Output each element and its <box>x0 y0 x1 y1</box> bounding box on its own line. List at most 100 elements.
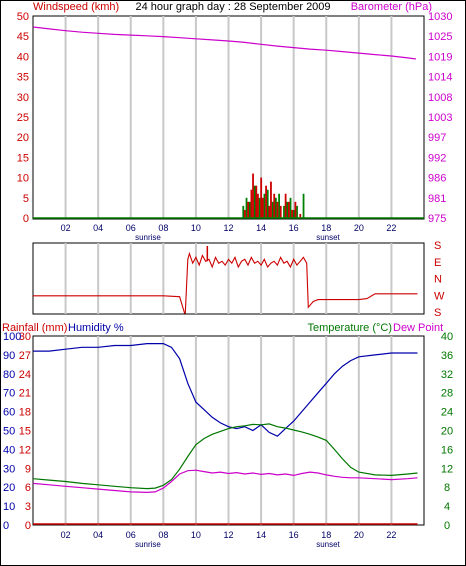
temp-x-tick: 12 <box>223 530 233 540</box>
windspeed-bar <box>250 189 253 218</box>
barometer-tick: 986 <box>428 173 446 185</box>
gust-bar <box>274 197 277 218</box>
barometer-tick-labels: 975 981 986 992 997 1003 1008 1014 1019 1025 1030 <box>428 11 452 225</box>
temperature-tick: 0 <box>444 520 450 532</box>
humidity-tick: 40 <box>3 444 15 456</box>
barometer-line <box>32 26 416 60</box>
windspeed-tick: 5 <box>23 193 29 205</box>
humidity-tick: 20 <box>3 482 15 494</box>
temperature-tick: 40 <box>441 331 453 343</box>
series-temperature <box>32 423 418 490</box>
sunset-annotation: sunset <box>316 233 340 242</box>
windspeed-bar <box>294 201 297 218</box>
humidity-tick: 70 <box>3 388 15 400</box>
windspeed-bar <box>299 213 302 218</box>
windspeed-bar <box>252 173 254 218</box>
gust-bar <box>271 201 274 218</box>
windspeed-bar <box>261 197 264 218</box>
wind-x-tick: 14 <box>256 223 266 233</box>
wind-x-tick: 02 <box>61 223 71 233</box>
rain-tick: 9 <box>25 463 31 475</box>
winddir-tick: N <box>434 274 442 286</box>
temperature-tick: 12 <box>441 463 453 475</box>
windspeed-bar <box>247 201 250 218</box>
temp-x-tick: 04 <box>93 530 103 540</box>
sunrise-annotation-2: sunrise <box>135 540 161 549</box>
windspeed-tick-labels: 0 5 10 15 20 25 30 35 40 45 50 <box>17 11 29 225</box>
temp-x-tick: 18 <box>321 530 331 540</box>
wind-x-tick: 18 <box>321 223 331 233</box>
windspeed-tick: 15 <box>17 152 29 164</box>
barometer-tick: 1014 <box>428 72 452 84</box>
temperature-tick: 4 <box>444 501 450 513</box>
temp-x-tick: 16 <box>289 530 299 540</box>
temp-x-tick: 08 <box>158 530 168 540</box>
wind-x-tick: 06 <box>126 223 136 233</box>
windspeed-tick: 10 <box>17 173 29 185</box>
wind-x-tick: 22 <box>386 223 396 233</box>
rain-tick: 30 <box>19 331 31 343</box>
windspeed-bars <box>243 173 302 218</box>
winddir-tick: W <box>434 290 445 302</box>
windspeed-tick: 50 <box>17 11 29 23</box>
wind-x-tick: 10 <box>191 223 201 233</box>
temp-grid <box>64 336 393 525</box>
gust-bar <box>258 197 261 218</box>
rain-tick: 24 <box>19 369 31 381</box>
barometer-series <box>32 26 416 60</box>
gust-bar <box>263 193 266 218</box>
barometer-tick: 981 <box>428 193 446 205</box>
windspeed-tick: 30 <box>17 92 29 104</box>
humidity-tick: 90 <box>3 350 15 362</box>
barometer-tick: 997 <box>428 132 446 144</box>
temperature-tick: 16 <box>441 444 453 456</box>
windspeed-tick: 45 <box>17 31 29 43</box>
temp-x-tick: 14 <box>256 530 266 540</box>
series-dew-point <box>32 469 418 494</box>
wind-x-tick: 16 <box>289 223 299 233</box>
rainfall-axis-label: Rainfall (mm) <box>2 322 67 334</box>
temperature-humidity-chart: Rainfall (mm) Humidity % Temperature (°C… <box>2 322 453 549</box>
humidity-tick: 0 <box>3 520 9 532</box>
windspeed-bar <box>284 193 287 218</box>
humidity-tick: 10 <box>3 501 15 513</box>
barometer-tick: 1008 <box>428 92 452 104</box>
temperature-tick: 20 <box>441 426 453 438</box>
windspeed-bar <box>273 193 276 218</box>
winddir-line <box>33 246 418 314</box>
windspeed-bar <box>270 181 272 218</box>
windspeed-bar <box>287 201 290 218</box>
temp-x-tick: 22 <box>386 530 396 540</box>
temperature-axis-label: Temperature (°C) <box>308 322 392 334</box>
windspeed-tick: 25 <box>17 112 29 124</box>
windspeed-axis-label: Windspeed (kmh) <box>33 1 119 13</box>
humidity-tick: 60 <box>3 407 15 419</box>
gust-bar <box>266 189 269 218</box>
temp-x-tick-labels: 02 04 06 08 10 12 14 16 18 20 22 <box>61 530 397 540</box>
rain-tick: 21 <box>19 388 31 400</box>
windspeed-tick: 20 <box>17 132 29 144</box>
windspeed-bar <box>257 193 259 218</box>
humidity-tick: 50 <box>3 426 15 438</box>
windspeed-bar <box>268 205 271 218</box>
humidity-tick: 30 <box>3 463 15 475</box>
gust-bar <box>296 205 298 218</box>
temperature-tick: 24 <box>441 407 453 419</box>
rain-tick: 18 <box>19 407 31 419</box>
windspeed-bar <box>265 185 267 218</box>
temperature-tick: 32 <box>441 369 453 381</box>
windspeed-tick: 40 <box>17 51 29 63</box>
wind-x-tick: 12 <box>223 223 233 233</box>
windspeed-bar <box>276 201 279 218</box>
series-humidity <box>33 343 418 437</box>
temp-x-tick: 10 <box>191 530 201 540</box>
temperature-tick: 28 <box>441 388 453 400</box>
barometer-tick: 1019 <box>428 51 452 63</box>
gust-bar <box>289 197 292 218</box>
windspeed-bar <box>255 185 258 218</box>
wind-x-tick: 20 <box>354 223 364 233</box>
barometer-tick: 992 <box>428 152 446 164</box>
winddir-tick: S <box>434 307 441 319</box>
gust-bar <box>302 193 305 218</box>
winddir-grid <box>64 243 393 314</box>
